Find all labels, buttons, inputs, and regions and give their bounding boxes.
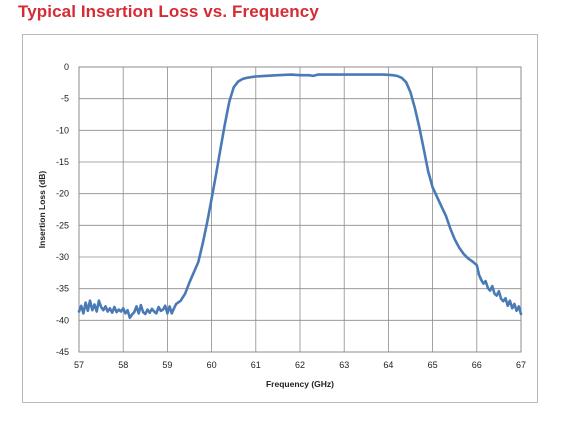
x-tick-label: 60	[207, 360, 217, 370]
page-title: Typical Insertion Loss vs. Frequency	[18, 2, 319, 21]
x-axis-label: Frequency (GHz)	[266, 379, 334, 389]
insertion-loss-chart: 0 -5 -10 -15 -20 -25 -30 -35 -40 -45 57 58 59 60 61 62…	[37, 62, 526, 389]
y-tick-label: -20	[56, 189, 69, 199]
x-tick-label: 67	[516, 360, 526, 370]
x-tick-label: 57	[74, 360, 84, 370]
y-tick-label: -35	[56, 284, 69, 294]
y-tick-label: -40	[56, 315, 69, 325]
x-tick-label: 62	[295, 360, 305, 370]
y-tick-label: -30	[56, 252, 69, 262]
x-tick-label: 64	[383, 360, 393, 370]
x-tick-label: 63	[339, 360, 349, 370]
y-tick-label: -45	[56, 347, 69, 357]
x-tick-label: 66	[472, 360, 482, 370]
x-tick-label: 65	[428, 360, 438, 370]
x-tick-label: 61	[251, 360, 261, 370]
y-axis-label: Insertion Loss (dB)	[37, 171, 47, 249]
y-tick-label: 0	[64, 62, 69, 72]
insertion-loss-line	[77, 73, 523, 320]
y-tick-label: -10	[56, 125, 69, 135]
chart-frame: 0 -5 -10 -15 -20 -25 -30 -35 -40 -45 57 58 59 60 61 62…	[22, 34, 538, 403]
x-tick-label: 59	[162, 360, 172, 370]
y-tick-label: -15	[56, 157, 69, 167]
x-tick-labels: 57 58 59 60 61 62 63 64 65 66 67	[74, 360, 526, 370]
grid-lines	[78, 66, 522, 353]
y-tick-label: -25	[56, 220, 69, 230]
y-tick-labels: 0 -5 -10 -15 -20 -25 -30 -35 -40 -45	[56, 62, 69, 357]
y-tick-label: -5	[61, 94, 69, 104]
x-tick-label: 58	[118, 360, 128, 370]
